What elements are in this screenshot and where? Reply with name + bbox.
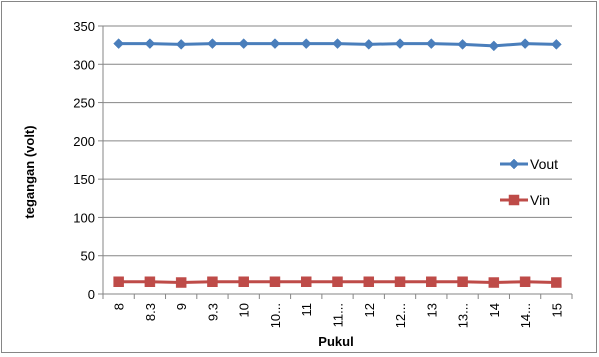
- series-vin: [113, 276, 562, 288]
- data-point-vout: [113, 38, 124, 49]
- data-series: [113, 38, 562, 288]
- x-tick-label: 12...: [393, 303, 408, 328]
- y-tick-label: 0: [88, 287, 95, 302]
- y-tick-label: 150: [73, 172, 95, 187]
- y-tick-label: 100: [73, 210, 95, 225]
- x-axis-title: Pukul: [318, 334, 353, 349]
- data-point-vout: [269, 38, 281, 49]
- data-point-vout: [519, 38, 531, 49]
- legend-label-vin: Vin: [530, 192, 550, 208]
- y-tick-label: 50: [81, 249, 95, 264]
- data-point-vout: [300, 38, 312, 49]
- x-tick-label: 8: [112, 303, 127, 310]
- data-point-vout: [238, 38, 250, 49]
- x-tick-label: 13: [424, 303, 439, 317]
- data-point-vout: [394, 38, 406, 49]
- data-point-vin: [269, 276, 281, 287]
- legend-marker-vout: [508, 158, 520, 170]
- data-point-vout: [144, 38, 156, 49]
- x-tick-label: 14: [487, 303, 502, 317]
- axes: [102, 26, 572, 295]
- data-point-vin: [300, 276, 312, 287]
- x-tick-label: 9: [174, 303, 189, 310]
- grid-lines: [103, 25, 572, 257]
- data-point-vout: [457, 39, 468, 50]
- data-point-vin: [207, 276, 218, 287]
- x-tick-label: 11: [299, 303, 314, 317]
- y-axis-title: tegangan (volt): [22, 125, 37, 218]
- data-point-vin: [426, 276, 437, 287]
- data-point-vin: [394, 276, 406, 287]
- data-point-vout: [551, 39, 562, 50]
- x-tick-label: 14...: [518, 303, 533, 328]
- y-tick-label: 350: [73, 19, 95, 34]
- data-point-vin: [519, 276, 531, 287]
- x-tick-label: 12: [362, 303, 377, 317]
- data-point-vin: [363, 276, 375, 287]
- series-vout: [113, 38, 562, 52]
- legend-marker-vin: [508, 194, 520, 206]
- data-point-vin: [457, 276, 468, 287]
- y-tick-label: 200: [73, 134, 95, 149]
- x-tick-label: 8.3: [143, 303, 158, 321]
- data-point-vin: [238, 276, 249, 287]
- y-tick-label: 300: [73, 57, 95, 72]
- data-point-vin: [332, 276, 343, 287]
- legend: Vout Vin: [500, 156, 558, 208]
- x-tick-label: 10: [237, 303, 252, 317]
- x-tick-label: 9.3: [205, 303, 220, 321]
- data-point-vin: [488, 277, 500, 288]
- x-tick-label: 13...: [456, 303, 471, 328]
- y-tick-label: 250: [73, 96, 95, 111]
- x-axis-ticks: 8 8.3 9 9.3 10 10... 11 11... 12 12... 13 13... 14 14…: [102, 294, 573, 328]
- y-axis-ticks: 0 50 100 150 200 250 300 350: [73, 19, 103, 302]
- data-point-vout: [425, 38, 437, 49]
- legend-label-vout: Vout: [530, 156, 558, 172]
- data-point-vout: [207, 38, 218, 49]
- x-tick-label: 11...: [331, 303, 346, 327]
- data-point-vin: [175, 277, 187, 288]
- legend-item-vin: Vin: [500, 192, 550, 208]
- data-point-vin: [113, 276, 124, 287]
- legend-item-vout: Vout: [500, 156, 558, 172]
- x-tick-label: 15: [549, 303, 564, 317]
- data-point-vout: [175, 39, 187, 50]
- line-chart: 0 50 100 150 200 250 300 350 8 8.3 9 9.3 10 10... 11 1…: [22, 19, 573, 349]
- data-point-vin: [144, 276, 156, 287]
- x-tick-label: 10...: [268, 303, 283, 328]
- data-point-vout: [363, 39, 375, 50]
- data-point-vout: [488, 40, 500, 52]
- data-point-vout: [332, 38, 343, 49]
- data-point-vin: [551, 277, 562, 288]
